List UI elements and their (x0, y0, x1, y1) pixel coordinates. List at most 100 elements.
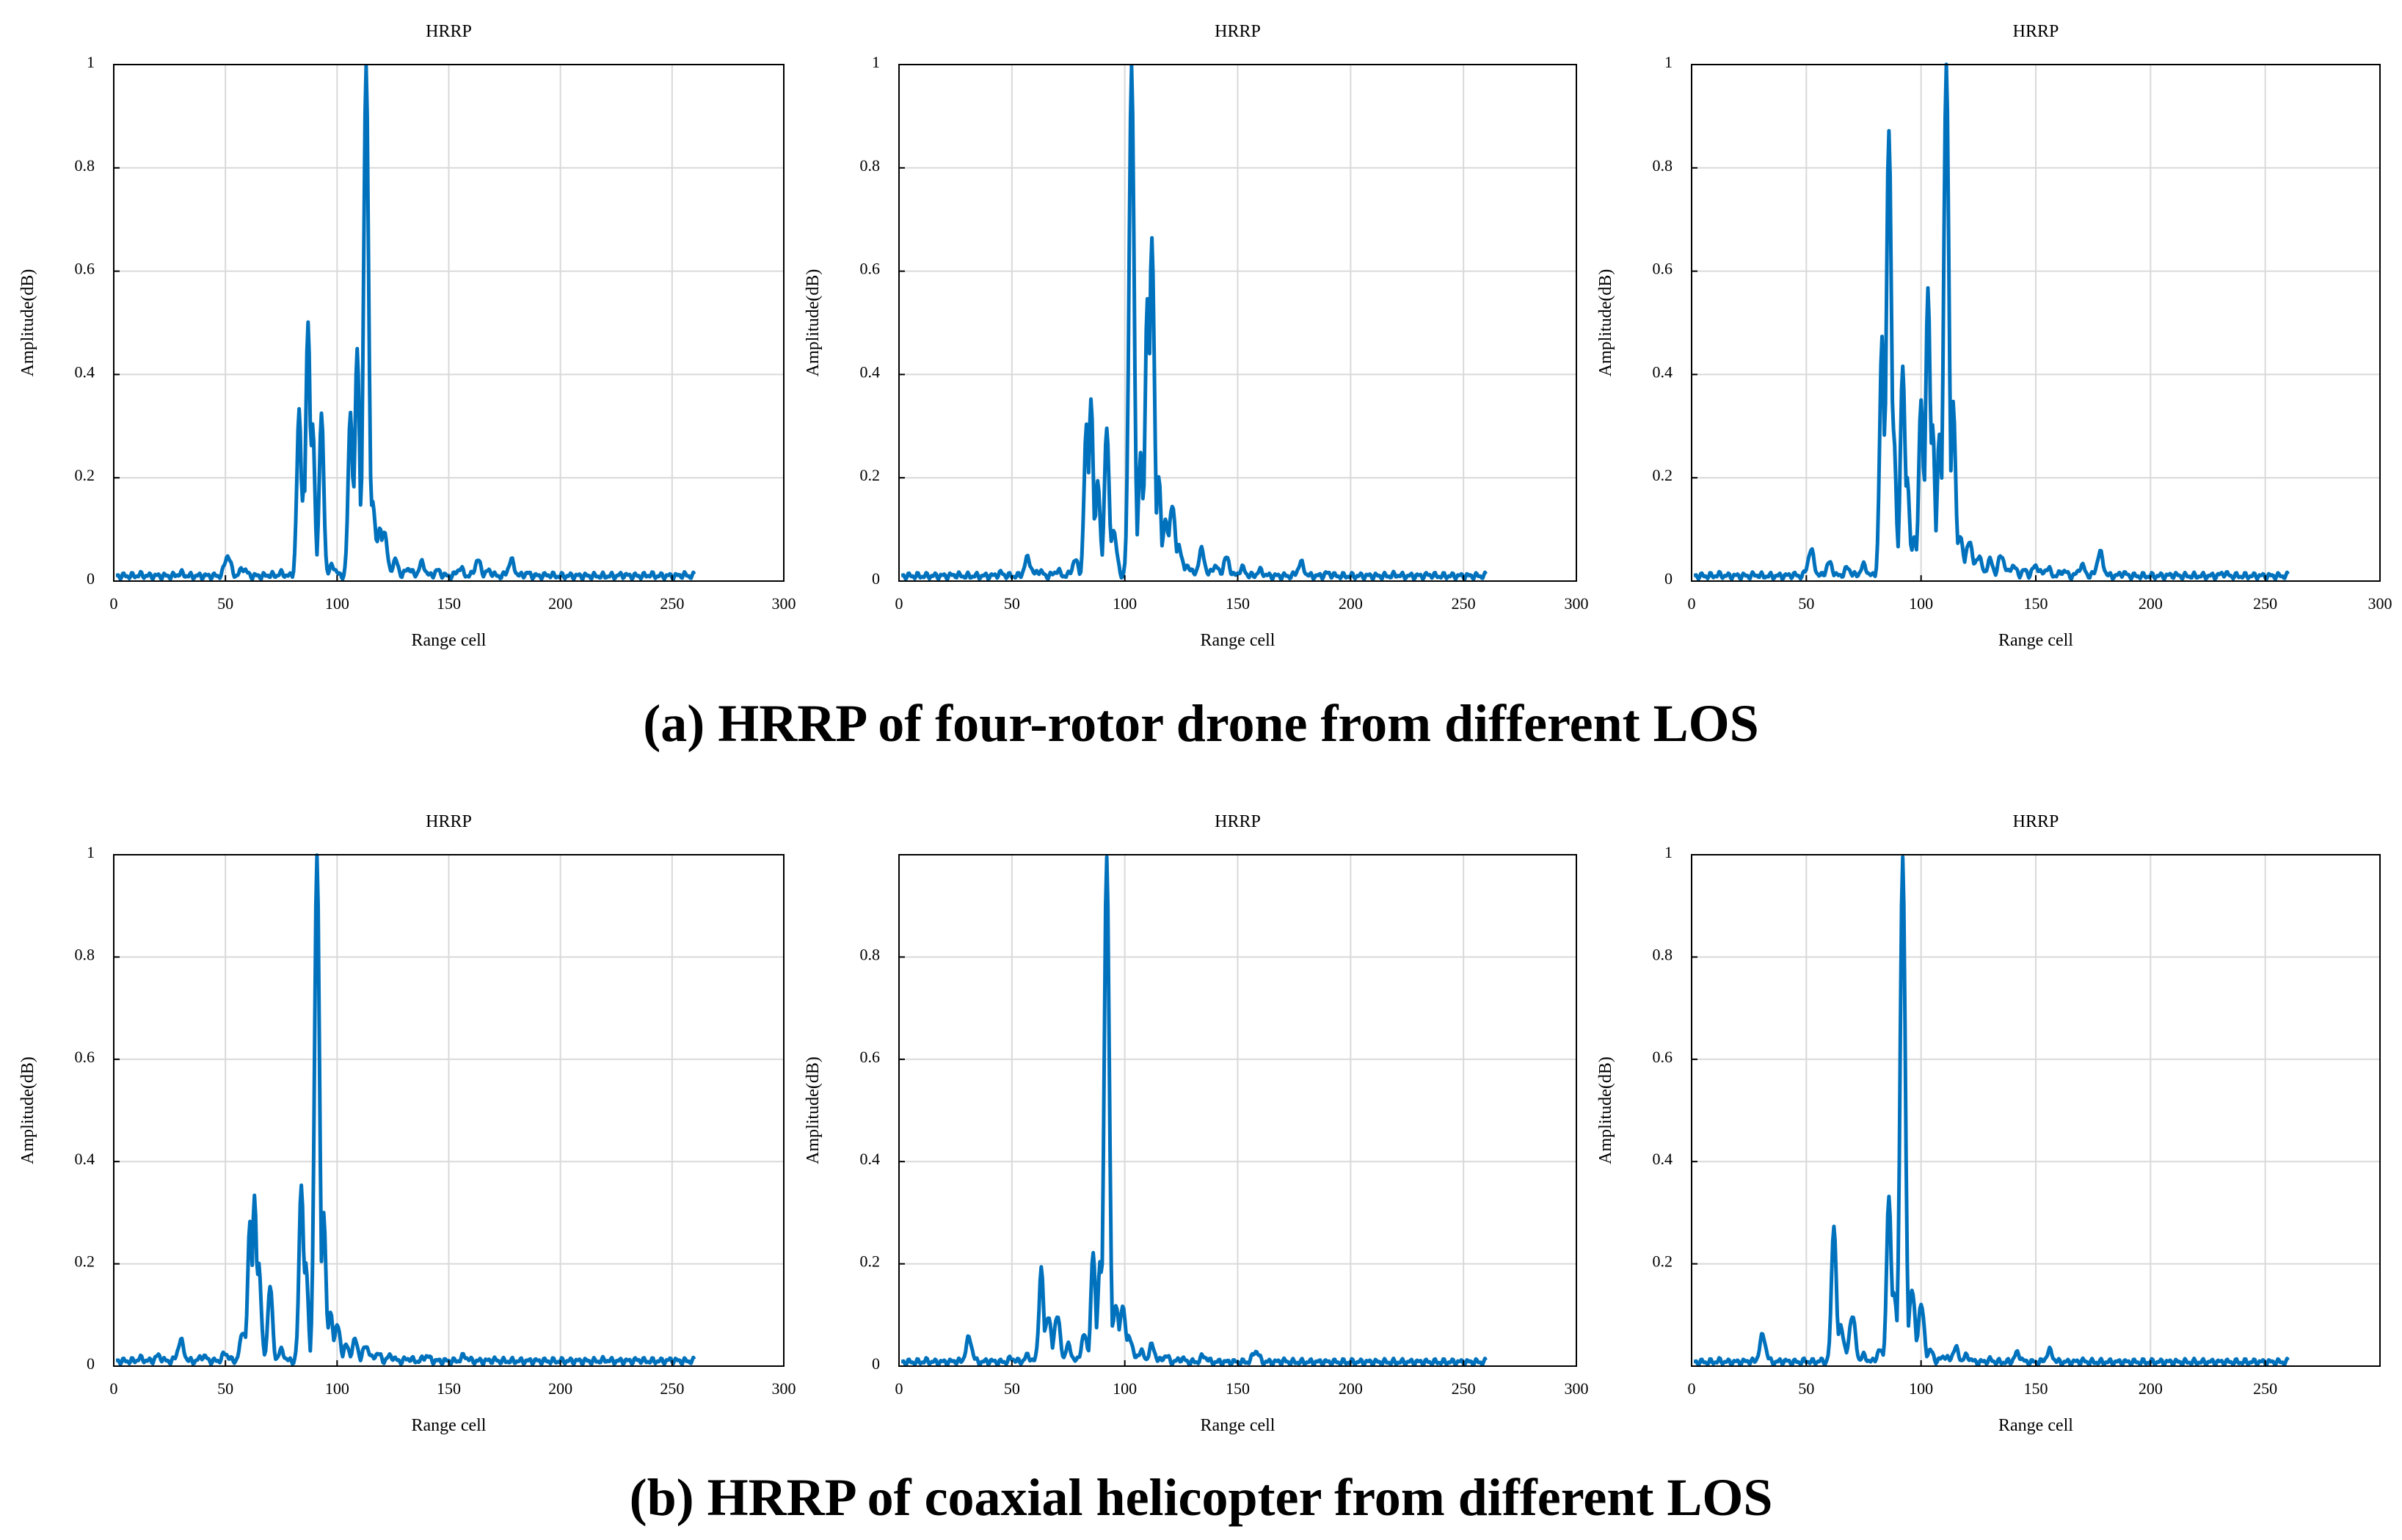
chart-title: HRRP (1215, 812, 1261, 831)
x-tick-label: 50 (1798, 594, 1814, 613)
x-tick-label: 200 (2139, 594, 2163, 613)
chart-b-1: 0 50 100 150 200 250 300 0 0.2 0.4 0.6 0.8 1 HRRP Rang… (18, 812, 796, 1435)
y-tick-label: 1 (87, 843, 95, 861)
x-tick-label: 0 (895, 1379, 903, 1398)
chart-a-2: 0 50 100 150 200 250 300 0 0.2 0.4 0.6 0.8 1 HRRP Rang… (804, 22, 1589, 650)
y-tick-label: 1 (87, 53, 95, 71)
x-tick-label: 250 (660, 594, 684, 613)
x-axis-label: Range cell (412, 631, 487, 650)
y-axis-label: Amplitude(dB) (1596, 1057, 1615, 1164)
y-tick-label: 0 (872, 1354, 880, 1373)
caption-four-rotor-drone: (a) HRRP of four-rotor drone from differ… (643, 694, 1759, 753)
y-axis-label: Amplitude(dB) (18, 269, 37, 377)
x-tick-label: 200 (548, 594, 572, 613)
y-tick-label: 0 (87, 569, 95, 588)
y-tick-label: 0.6 (1653, 260, 1673, 278)
x-tick-label: 300 (2368, 594, 2392, 613)
x-tick-label: 200 (2139, 1379, 2163, 1398)
x-tick-label: 100 (1113, 594, 1137, 613)
x-tick-label: 0 (1688, 594, 1696, 613)
x-tick-label: 0 (110, 594, 118, 613)
x-tick-label: 50 (1004, 1379, 1020, 1398)
x-tick-label: 300 (772, 1379, 796, 1398)
y-axis-label: Amplitude(dB) (804, 1057, 823, 1164)
caption-coaxial-helicopter: (b) HRRP of coaxial helicopter from diff… (629, 1468, 1773, 1527)
series-line-hrrp (900, 855, 1488, 1368)
x-axis-label: Range cell (1998, 1416, 2073, 1435)
x-tick-label: 100 (325, 594, 349, 613)
chart-title: HRRP (1215, 22, 1261, 41)
x-tick-label: 200 (548, 1379, 572, 1398)
chart-b-2: 0 50 100 150 200 250 300 0 0.2 0.4 0.6 0.8 HRRP Range… (804, 812, 1589, 1435)
chart-title: HRRP (2013, 812, 2059, 831)
chart-a-1: 0 50 100 150 200 250 300 0 0.2 0.4 0.6 0.8 1 HRRP Rang… (18, 22, 796, 650)
y-tick-label: 0 (872, 569, 880, 588)
y-tick-label: 1 (872, 53, 880, 71)
x-tick-label: 0 (1688, 1379, 1696, 1398)
x-tick-label: 0 (110, 1379, 118, 1398)
x-tick-label: 250 (2253, 594, 2277, 613)
x-tick-label: 100 (1909, 594, 1933, 613)
y-tick-label: 0.8 (860, 156, 881, 175)
y-axis-label: Amplitude(dB) (18, 1057, 37, 1164)
y-tick-label: 0 (87, 1354, 95, 1373)
y-tick-label: 0.8 (75, 945, 95, 963)
y-tick-label: 0.4 (75, 1150, 95, 1168)
y-tick-label: 0 (1664, 569, 1673, 588)
x-tick-label: 150 (2024, 1379, 2048, 1398)
y-tick-label: 0.4 (1653, 362, 1673, 381)
x-tick-label: 300 (1565, 594, 1589, 613)
y-tick-label: 0.8 (860, 945, 881, 963)
y-tick-label: 0.6 (1653, 1048, 1673, 1066)
x-axis-label: Range cell (412, 1416, 487, 1435)
chart-title: HRRP (2013, 22, 2059, 41)
y-tick-label: 0.2 (1653, 466, 1673, 484)
x-tick-label: 150 (2024, 594, 2048, 613)
y-tick-label: 0.2 (860, 1252, 881, 1271)
series-line-hrrp (115, 853, 696, 1367)
x-tick-label: 100 (1909, 1379, 1933, 1398)
x-tick-label: 250 (1452, 1379, 1476, 1398)
x-tick-label: 150 (437, 1379, 461, 1398)
y-tick-label: 0.6 (860, 260, 881, 278)
x-tick-label: 300 (1565, 1379, 1589, 1398)
x-tick-label: 100 (325, 1379, 349, 1398)
y-tick-label: 0.8 (75, 156, 95, 175)
x-tick-label: 50 (217, 1379, 233, 1398)
y-axis-label: Amplitude(dB) (804, 269, 823, 377)
x-tick-label: 150 (437, 594, 461, 613)
x-tick-label: 150 (1226, 594, 1250, 613)
series-line-hrrp (1693, 855, 2290, 1368)
x-axis-label: Range cell (1201, 1416, 1275, 1435)
x-tick-label: 250 (1452, 594, 1476, 613)
x-tick-label: 300 (772, 594, 796, 613)
y-tick-label: 0.8 (1653, 945, 1673, 963)
x-tick-label: 50 (1004, 594, 1020, 613)
y-tick-label: 0.2 (75, 466, 95, 484)
x-tick-label: 100 (1113, 1379, 1137, 1398)
chart-title: HRRP (426, 812, 472, 831)
series-line-hrrp (900, 64, 1488, 582)
y-tick-label: 1 (1664, 53, 1673, 71)
y-tick-label: 0.2 (75, 1252, 95, 1271)
y-tick-label: 0.4 (1653, 1150, 1673, 1168)
y-tick-label: 0.2 (860, 466, 881, 484)
x-tick-label: 200 (1339, 1379, 1363, 1398)
series-line-hrrp (1693, 62, 2290, 582)
series-line-hrrp (115, 64, 696, 582)
x-tick-label: 0 (895, 594, 903, 613)
y-tick-label: 0.8 (1653, 156, 1673, 175)
y-tick-label: 0.4 (860, 362, 881, 381)
y-tick-label: 0.6 (860, 1048, 881, 1066)
x-axis-label: Range cell (1201, 631, 1275, 650)
x-axis-label: Range cell (1998, 631, 2073, 650)
x-tick-label: 250 (2253, 1379, 2277, 1398)
y-tick-label: 0.4 (75, 362, 95, 381)
chart-a-3: 0 50 100 150 200 250 300 0 0.2 0.4 0.6 0.8 1 HRRP Rang… (1596, 22, 2392, 650)
x-tick-label: 50 (1798, 1379, 1814, 1398)
x-tick-label: 50 (217, 594, 233, 613)
x-tick-label: 250 (660, 1379, 684, 1398)
y-axis-label: Amplitude(dB) (1596, 269, 1615, 377)
y-tick-label: 0.6 (75, 1048, 95, 1066)
x-tick-label: 150 (1226, 1379, 1250, 1398)
